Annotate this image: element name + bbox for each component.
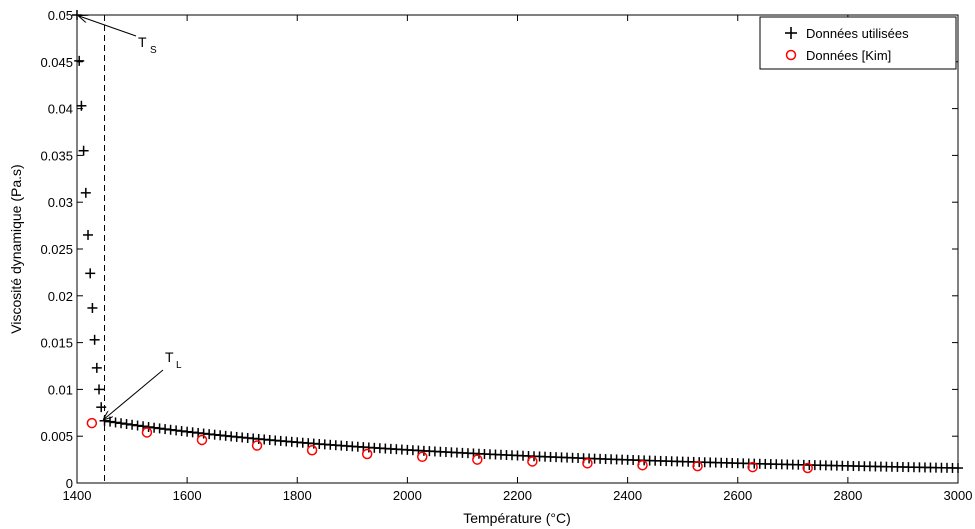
legend-circle-icon bbox=[785, 49, 797, 61]
annotation-label-sub: L bbox=[176, 360, 182, 371]
data-point-plus bbox=[127, 419, 138, 430]
y-tick-label: 0.025 bbox=[40, 242, 73, 257]
y-tick-label: 0.035 bbox=[40, 148, 73, 163]
data-point-circle bbox=[416, 451, 428, 463]
y-tick-label: 0.04 bbox=[48, 102, 73, 117]
legend: Données utilisées Données [Kim] bbox=[759, 16, 957, 70]
annotation-label-main: T bbox=[138, 34, 147, 50]
data-point-plus bbox=[89, 334, 100, 345]
data-point-circle bbox=[196, 434, 208, 446]
x-tick-label: 2400 bbox=[613, 488, 642, 503]
y-axis-title: Viscosité dynamique (Pa.s) bbox=[8, 164, 24, 333]
data-point-plus bbox=[80, 187, 91, 198]
legend-label-donnees-utilisees: Données utilisées bbox=[806, 26, 909, 41]
data-point-plus bbox=[74, 55, 85, 66]
data-point-circle bbox=[361, 448, 373, 460]
y-tick-label: 0.03 bbox=[48, 195, 73, 210]
data-point-circle bbox=[251, 440, 263, 451]
data-point-circle bbox=[86, 417, 98, 429]
data-point-plus bbox=[91, 362, 102, 373]
x-tick-label: 1800 bbox=[283, 488, 312, 503]
data-point-circle bbox=[527, 456, 538, 467]
x-tick-label: 2800 bbox=[833, 488, 862, 503]
data-layer bbox=[72, 10, 963, 483]
annotation-label-main: T bbox=[165, 349, 174, 365]
x-tick-label: 2000 bbox=[393, 488, 422, 503]
y-tick-label: 0.01 bbox=[48, 382, 73, 397]
data-point-circle bbox=[582, 458, 593, 469]
axis-ticks: 1400 1600 1800 2000 2200 2400 2600 2800 3000 0 0.0… bbox=[40, 8, 972, 503]
x-tick-label: 1600 bbox=[173, 488, 202, 503]
data-point-circle bbox=[306, 444, 318, 456]
data-point-plus bbox=[94, 384, 105, 395]
data-point-plus bbox=[87, 302, 98, 313]
data-point-circle bbox=[472, 454, 483, 465]
legend-plus-icon bbox=[785, 27, 797, 39]
data-point-circle bbox=[802, 462, 813, 474]
x-tick-label: 1400 bbox=[63, 488, 92, 503]
y-tick-label: 0.02 bbox=[48, 289, 73, 304]
plot-area bbox=[77, 15, 958, 483]
data-point-circle bbox=[141, 427, 153, 438]
y-tick-label: 0 bbox=[66, 476, 73, 491]
x-tick-label: 2600 bbox=[723, 488, 752, 503]
x-tick-label: 3000 bbox=[944, 488, 973, 503]
x-tick-label: 2200 bbox=[503, 488, 532, 503]
data-point-circle bbox=[637, 459, 648, 471]
data-point-plus bbox=[83, 229, 94, 240]
data-point-plus bbox=[110, 417, 121, 428]
data-point-plus bbox=[85, 268, 96, 279]
data-point-circle bbox=[692, 460, 703, 472]
legend-label-donnees-kim: Données [Kim] bbox=[806, 48, 891, 63]
annotation-arrow bbox=[79, 16, 137, 37]
legend-box bbox=[759, 16, 957, 70]
data-point-plus bbox=[121, 419, 132, 430]
data-point-plus bbox=[78, 145, 89, 156]
data-point-plus bbox=[96, 402, 107, 413]
y-tick-label: 0.05 bbox=[48, 8, 73, 23]
y-tick-label: 0.015 bbox=[40, 336, 73, 351]
y-tick-label: 0.005 bbox=[40, 429, 73, 444]
x-axis-title: Température (°C) bbox=[463, 510, 571, 526]
data-point-circle bbox=[747, 461, 758, 473]
plot-frame bbox=[76, 14, 959, 484]
y-tick-label: 0.045 bbox=[40, 55, 73, 70]
data-point-plus bbox=[116, 418, 127, 429]
data-point-plus bbox=[76, 100, 87, 111]
annotation-label-sub: S bbox=[150, 45, 157, 56]
annotation-arrow bbox=[104, 369, 164, 419]
